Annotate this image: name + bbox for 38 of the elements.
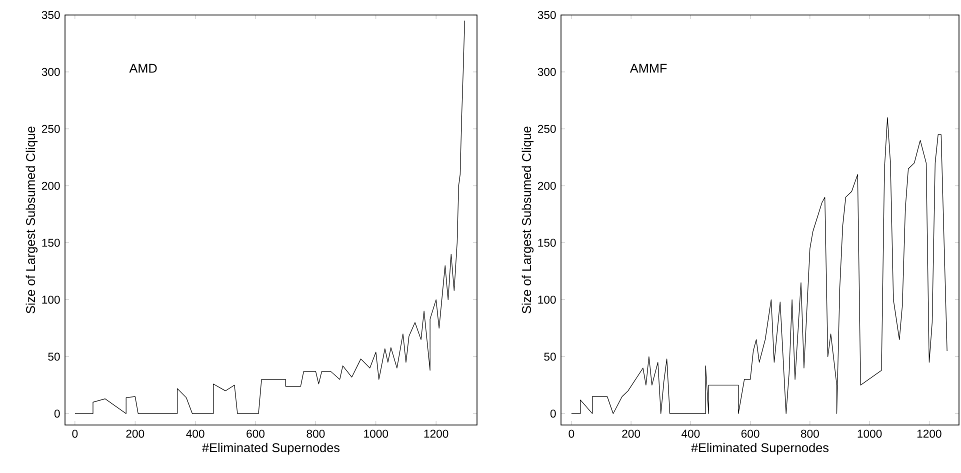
x-tick-label: 0 (568, 430, 574, 438)
annotation: AMMF (630, 64, 667, 73)
line-series (74, 20, 465, 414)
y-tick-label: 200 (538, 182, 556, 190)
y-tick-label: 150 (538, 238, 556, 247)
x-tick-label: 400 (681, 430, 700, 438)
x-tick-label: 400 (186, 430, 204, 438)
y-tick-label: 350 (538, 10, 556, 19)
y-tick-label: 250 (538, 124, 556, 133)
x-tick-label: 200 (622, 430, 640, 438)
y-tick-label: 300 (538, 68, 556, 76)
x-tick-label: 1000 (364, 430, 388, 438)
x-tick-label: 1200 (424, 430, 448, 438)
y-tick-label: 350 (42, 10, 60, 19)
x-tick-label: 600 (741, 430, 760, 438)
y-tick-label: 50 (544, 352, 556, 361)
x-tick-label: 1000 (858, 430, 882, 438)
line-series (571, 117, 948, 414)
y-tick-label: 250 (42, 124, 60, 133)
y-tick-label: 50 (48, 352, 60, 361)
x-tick-label: 800 (800, 430, 819, 438)
y-axis-title: Size of Largest Subsumed Clique (26, 126, 38, 314)
y-tick-label: 300 (42, 68, 60, 76)
y-tick-label: 0 (550, 410, 556, 418)
y-tick-label: 100 (42, 296, 60, 304)
x-axis-title: #Eliminated Supernodes (202, 442, 340, 455)
x-tick-label: 800 (306, 430, 325, 438)
y-tick-label: 150 (42, 238, 60, 247)
x-tick-label: 200 (126, 430, 144, 438)
annotation: AMD (129, 64, 157, 73)
x-tick-label: 600 (246, 430, 265, 438)
y-tick-label: 100 (538, 296, 556, 304)
y-tick-label: 0 (54, 410, 60, 418)
y-tick-label: 200 (42, 182, 60, 190)
y-axis-title: Size of Largest Subsumed Clique (522, 126, 534, 314)
x-tick-label: 1200 (917, 430, 942, 438)
x-tick-label: 0 (72, 430, 78, 438)
x-axis-title: #Eliminated Supernodes (691, 442, 829, 455)
